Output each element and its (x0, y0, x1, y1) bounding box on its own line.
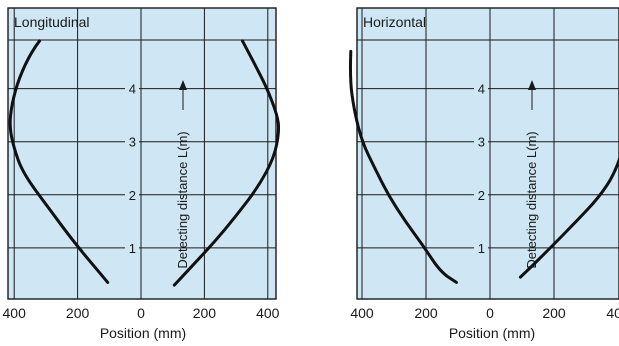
y-tick-label-backdrop (125, 239, 139, 256)
y-tick-label-backdrop (125, 80, 139, 97)
y-tick-label: 2 (129, 188, 136, 203)
x-tick-label: 200 (542, 305, 566, 321)
y-axis-label: Detecting distance L(m) (524, 131, 539, 268)
plot-frame (7, 7, 277, 300)
x-tick-label: 400 (256, 305, 280, 321)
x-axis-label: Position (mm) (100, 325, 186, 341)
y-tick-label-backdrop (125, 133, 139, 150)
longitudinal-chart: Longitudinal 1 2 3 4 Detecting distance L(m) 4… (3, 7, 281, 341)
y-tick-label: 4 (478, 82, 485, 97)
y-tick-label-backdrop (474, 239, 488, 256)
y-tick-label-backdrop (474, 80, 488, 97)
y-tick-label: 4 (129, 82, 136, 97)
x-tick-label: 400 (606, 305, 619, 321)
chart-title: Longitudinal (14, 14, 90, 30)
y-axis-label: Detecting distance L(m) (175, 131, 190, 268)
x-tick-label: 200 (193, 305, 217, 321)
y-tick-label: 3 (478, 135, 485, 150)
detection-curve-left (348, 49, 458, 284)
y-tick-label: 1 (129, 241, 136, 256)
y-tick-label-backdrop (474, 133, 488, 150)
chart-title: Horizontal (363, 14, 426, 30)
y-axis-arrow-head (179, 80, 187, 90)
y-tick-label-backdrop (125, 186, 139, 203)
detection-curve-right (172, 39, 281, 287)
x-tick-label: 200 (414, 305, 438, 321)
x-tick-label: 400 (3, 305, 27, 321)
x-tick-label: 0 (137, 305, 145, 321)
plot-area (8, 8, 276, 299)
y-axis-arrow-head (528, 80, 536, 90)
x-axis-label: Position (mm) (449, 325, 535, 341)
x-tick-label: 0 (486, 305, 494, 321)
detection-curve-right (518, 155, 619, 279)
y-tick-label: 2 (478, 188, 485, 203)
plot-frame (356, 7, 619, 300)
x-tick-label: 200 (66, 305, 90, 321)
y-tick-label: 1 (478, 241, 485, 256)
y-tick-label-backdrop (474, 186, 488, 203)
x-tick-label: 400 (350, 305, 374, 321)
y-tick-label: 3 (129, 135, 136, 150)
horizontal-chart: Horizontal 1 2 3 4 Detecting distance L(m) 400… (348, 7, 619, 341)
detection-curve-left (8, 39, 110, 284)
